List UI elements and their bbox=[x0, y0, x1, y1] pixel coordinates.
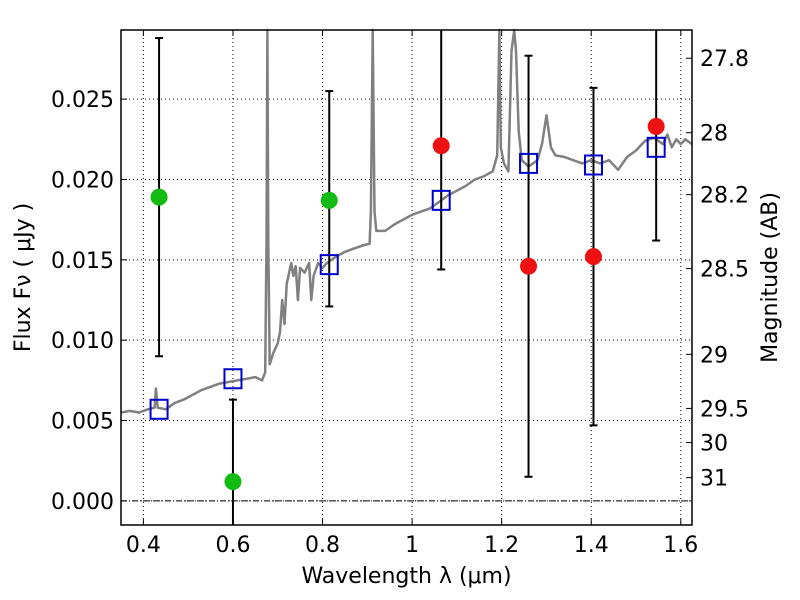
y-tick-label: 0.020 bbox=[51, 168, 114, 193]
model-square-marker bbox=[149, 398, 169, 420]
red-data-point bbox=[647, 117, 665, 135]
y2-tick-label: 27.8 bbox=[700, 47, 749, 72]
x-tick-label: 1 bbox=[405, 533, 419, 558]
errorbar-layer bbox=[155, 30, 661, 525]
x-tick-label: 1.4 bbox=[574, 533, 609, 558]
y2-tick-label: 28 bbox=[700, 122, 728, 147]
red-data-point bbox=[520, 257, 538, 275]
y2-tick-label: 29.5 bbox=[700, 397, 749, 422]
x-tick-label: 0.6 bbox=[215, 533, 250, 558]
model-square-marker bbox=[223, 368, 243, 390]
x-tick-label: 0.4 bbox=[126, 533, 161, 558]
y2-tick-label: 30 bbox=[700, 432, 728, 457]
red-data-point bbox=[584, 248, 602, 266]
red-data-point bbox=[432, 137, 450, 155]
y2-tick-label: 31 bbox=[700, 467, 728, 492]
model-square-marker bbox=[519, 152, 539, 174]
green-data-point bbox=[150, 188, 168, 206]
x-tick-label: 1.6 bbox=[663, 533, 698, 558]
y2-tick-label: 28.2 bbox=[700, 184, 749, 209]
y-axis-label: Flux Fν ( μJy ) bbox=[11, 203, 36, 352]
y-tick-label: 0.010 bbox=[51, 329, 114, 354]
y2-axis-label: Magnitude (AB) bbox=[758, 192, 783, 363]
green-data-point bbox=[224, 473, 242, 491]
plot-frame bbox=[120, 29, 693, 526]
model-square-marker bbox=[646, 136, 666, 158]
x-tick-label: 1.2 bbox=[484, 533, 519, 558]
model-square-marker bbox=[583, 154, 603, 176]
marker-layer bbox=[149, 117, 666, 491]
y-tick-label: 0.005 bbox=[51, 410, 114, 435]
green-data-point bbox=[320, 191, 338, 209]
tick-layer: 0.4 0.6 0.8 1 1.2 1.4 1.6 0.000 0.005 0.010 0.015 0… bbox=[51, 30, 749, 558]
y2-tick-label: 29 bbox=[700, 343, 728, 368]
grid-layer bbox=[121, 30, 692, 525]
spectrum-line bbox=[120, 28, 693, 414]
y2-tick-label: 28.5 bbox=[700, 258, 749, 283]
y-tick-label: 0.025 bbox=[51, 88, 114, 113]
x-axis-label: Wavelength λ (μm) bbox=[301, 564, 511, 589]
y-tick-label: 0.015 bbox=[51, 249, 114, 274]
model-square-marker bbox=[431, 189, 451, 211]
plot-area bbox=[120, 28, 693, 525]
x-tick-label: 0.8 bbox=[305, 533, 340, 558]
model-square-marker bbox=[319, 254, 339, 276]
y-tick-label: 0.000 bbox=[51, 490, 114, 515]
